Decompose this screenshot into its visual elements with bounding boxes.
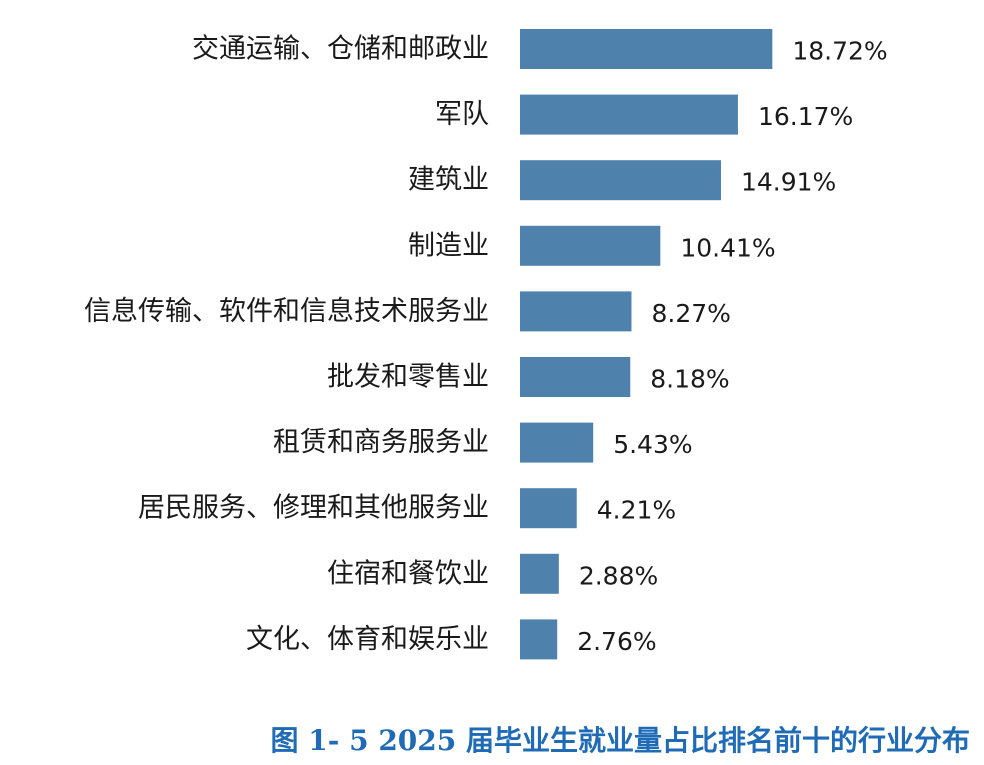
bar bbox=[520, 29, 773, 69]
bar bbox=[520, 225, 661, 266]
figure-caption: 图 1- 5 2025 届毕业生就业量占比排名前十的行业分布 bbox=[270, 724, 970, 757]
value-label: 5.43% bbox=[613, 430, 692, 459]
bar bbox=[520, 422, 594, 463]
value-label: 2.76% bbox=[577, 627, 656, 656]
category-label: 军队 bbox=[435, 99, 489, 130]
bar bbox=[520, 160, 721, 201]
bar bbox=[520, 94, 738, 135]
category-label: 建筑业 bbox=[408, 165, 489, 196]
bar bbox=[520, 291, 632, 332]
category-label: 租赁和商务服务业 bbox=[273, 427, 489, 458]
value-label: 14.91% bbox=[741, 168, 836, 197]
category-label: 交通运输、仓储和邮政业 bbox=[192, 34, 489, 65]
category-label: 批发和零售业 bbox=[327, 362, 489, 393]
category-label: 制造业 bbox=[408, 230, 489, 261]
category-label: 信息传输、软件和信息技术服务业 bbox=[84, 296, 489, 327]
value-label: 10.41% bbox=[680, 233, 775, 262]
bar bbox=[520, 553, 559, 594]
value-label: 8.27% bbox=[651, 299, 730, 328]
bar bbox=[520, 357, 631, 397]
category-label: 住宿和餐饮业 bbox=[327, 558, 489, 589]
value-label: 8.18% bbox=[650, 365, 729, 394]
value-label: 16.17% bbox=[758, 102, 853, 131]
value-label: 2.88% bbox=[579, 561, 658, 590]
category-label: 文化、体育和娱乐业 bbox=[246, 624, 489, 655]
bar-chart: 交通运输、仓储和邮政业 18.72% 军队 16.17% 建筑业 14.91% 制造业 10.… bbox=[84, 29, 888, 660]
value-label: 4.21% bbox=[597, 496, 676, 525]
value-label: 18.72% bbox=[792, 37, 887, 66]
category-label: 居民服务、修理和其他服务业 bbox=[138, 493, 489, 524]
bar bbox=[520, 488, 577, 529]
bar bbox=[520, 619, 558, 660]
